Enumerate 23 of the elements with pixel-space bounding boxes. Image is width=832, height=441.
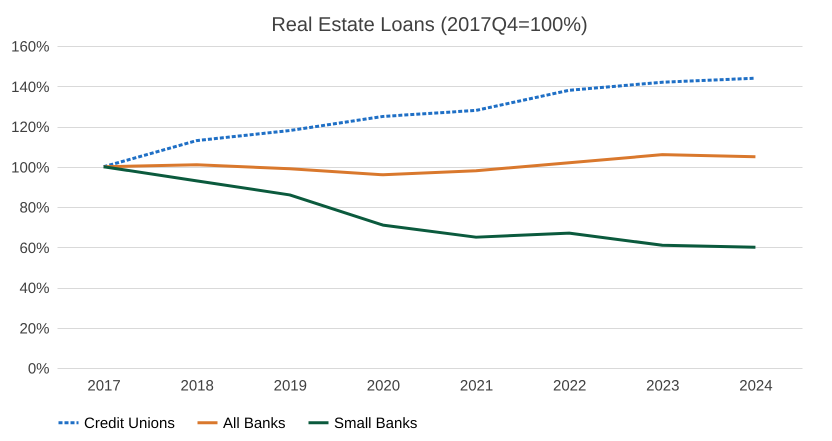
y-tick-label: 0%: [28, 360, 50, 378]
y-tick-label: 60%: [19, 240, 50, 257]
y-tick-label: 140%: [11, 78, 50, 96]
y-tick-label: 20%: [19, 320, 50, 338]
y-tick-label: 80%: [19, 200, 50, 216]
x-tick-label: 2023: [646, 378, 680, 394]
line-series: [102, 165, 757, 249]
line-series: [102, 153, 757, 176]
x-tick-label: 2022: [553, 378, 586, 394]
y-tick-label: 160%: [11, 38, 50, 56]
legend-label: Small Banks: [334, 414, 418, 432]
y-tick-label: 120%: [11, 119, 50, 136]
y-tick-label: 40%: [19, 280, 50, 297]
legend-label: All Banks: [223, 414, 286, 432]
y-tick-label: 100%: [11, 159, 50, 176]
legend-label: Credit Unions: [84, 414, 175, 432]
x-tick-label: 2024: [739, 378, 773, 394]
x-tick-label: 2018: [180, 378, 214, 394]
x-tick-label: 2020: [366, 378, 400, 394]
x-tick-label: 2019: [274, 378, 307, 394]
x-tick-label: 2017: [87, 378, 121, 394]
chart-title: Real Estate Loans (2017Q4=100%): [271, 14, 588, 36]
x-tick-label: 2021: [460, 378, 494, 394]
